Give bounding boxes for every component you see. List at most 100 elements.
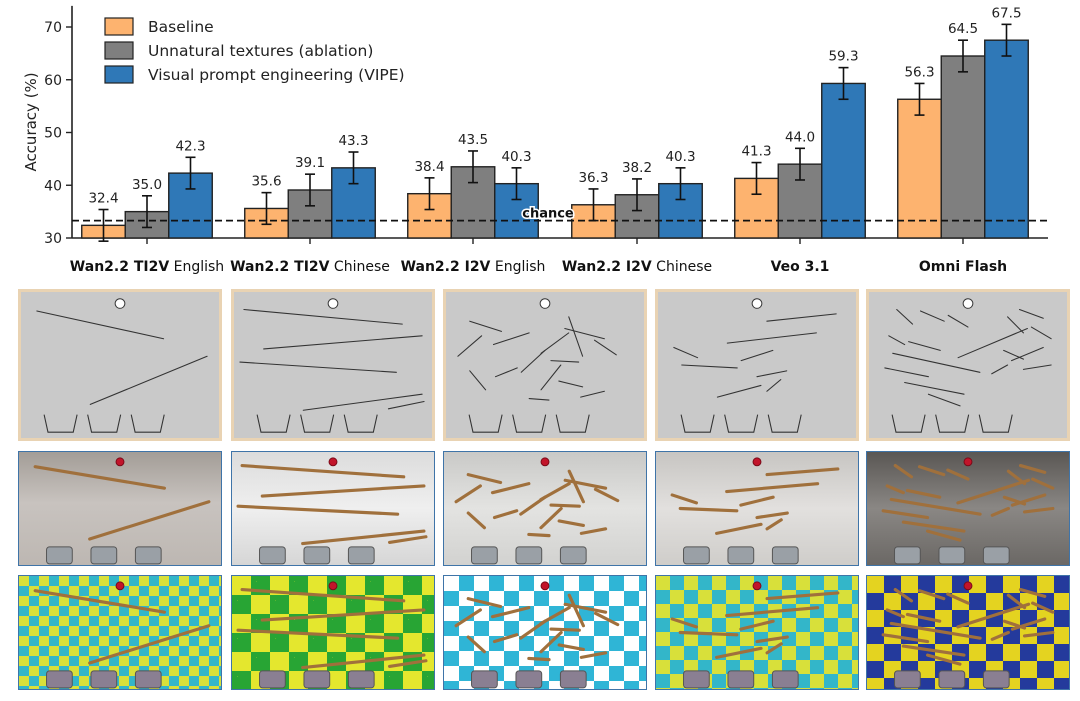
stick	[469, 370, 487, 391]
stick	[88, 624, 211, 665]
stick	[956, 478, 1031, 505]
sketch-panel	[443, 289, 647, 441]
stick	[567, 469, 585, 504]
bucket	[259, 670, 286, 689]
photo-checkerboard-panel	[18, 575, 222, 690]
stick	[756, 370, 788, 378]
x-tick-label: Wan2.2 I2V Chinese	[562, 259, 712, 275]
ball	[328, 581, 338, 591]
x-tick-label-language: English	[169, 259, 224, 275]
x-tick-label-language: Chinese	[652, 259, 712, 275]
bucket	[347, 546, 375, 565]
bucket	[134, 546, 162, 565]
data-label: 41.3	[741, 144, 771, 160]
stick	[557, 519, 585, 528]
photo-natural-panel	[18, 451, 222, 566]
bucket	[468, 414, 503, 433]
bucket	[680, 414, 715, 433]
ball	[328, 457, 338, 467]
stick	[947, 314, 969, 328]
stick	[927, 393, 961, 407]
bucket	[300, 414, 335, 433]
bucket	[894, 670, 921, 689]
stick	[926, 653, 962, 666]
data-label: 64.5	[948, 21, 978, 37]
stick	[387, 400, 425, 410]
bucket	[256, 414, 291, 433]
stick	[946, 468, 970, 481]
chance-label: chance	[522, 207, 574, 222]
bucket	[515, 670, 543, 689]
stick	[558, 380, 584, 388]
legend-swatch	[104, 17, 134, 36]
stick	[881, 633, 930, 644]
ball	[114, 298, 126, 309]
bucket	[559, 546, 587, 565]
stick	[557, 643, 585, 652]
stick	[917, 589, 946, 601]
stick	[520, 349, 546, 373]
bucket	[727, 670, 755, 689]
bucket	[935, 414, 970, 433]
bucket	[130, 414, 165, 433]
stick	[494, 367, 518, 378]
stick	[466, 597, 503, 609]
stick	[492, 332, 530, 346]
stick	[563, 478, 608, 490]
stick	[236, 504, 400, 516]
stick	[956, 602, 1031, 629]
stick	[739, 619, 775, 631]
x-tick-label: Veo 3.1	[771, 259, 830, 275]
x-tick-label-model: Wan2.2 I2V	[562, 259, 652, 275]
stick	[519, 619, 547, 640]
stick	[243, 308, 403, 325]
stick	[904, 381, 965, 395]
stick	[454, 608, 482, 628]
stick-layout	[457, 298, 617, 433]
stick	[1018, 463, 1047, 474]
data-label: 38.4	[414, 159, 444, 175]
stick	[301, 529, 426, 546]
bucket	[767, 414, 802, 433]
bucket	[771, 670, 799, 689]
stick	[36, 310, 165, 340]
stick	[579, 651, 608, 659]
stick	[579, 527, 608, 535]
bucket	[134, 670, 162, 689]
stick-layout	[36, 298, 208, 433]
stick	[901, 520, 966, 533]
stick	[901, 644, 966, 657]
stick	[89, 355, 208, 405]
stick	[755, 635, 789, 644]
stick-layout	[454, 457, 620, 565]
bucket	[515, 546, 543, 565]
stick	[527, 656, 551, 662]
ball	[540, 581, 550, 591]
x-tick-label-model: Omni Flash	[919, 259, 1007, 275]
stick	[919, 310, 945, 322]
x-tick-label-model: Wan2.2 TI2V	[70, 259, 170, 275]
stick	[892, 352, 981, 373]
stick	[881, 509, 930, 520]
x-tick-label-language: English	[490, 259, 545, 275]
bucket	[978, 414, 1013, 433]
stick	[765, 467, 840, 477]
ball	[539, 298, 551, 309]
photo-checkerboard-panel	[443, 575, 647, 690]
legend-swatch	[104, 41, 134, 60]
stick	[670, 617, 698, 629]
stick	[490, 606, 531, 619]
stick	[260, 608, 426, 622]
bucket	[87, 414, 122, 433]
stick	[236, 628, 400, 640]
stick	[239, 361, 397, 373]
bucket	[343, 414, 378, 433]
stick	[454, 484, 482, 504]
stick	[1022, 364, 1052, 370]
stick	[457, 335, 483, 357]
stick	[740, 349, 774, 362]
stick	[893, 463, 914, 479]
stick	[490, 482, 531, 495]
bucket	[46, 670, 73, 689]
ball	[962, 298, 974, 309]
